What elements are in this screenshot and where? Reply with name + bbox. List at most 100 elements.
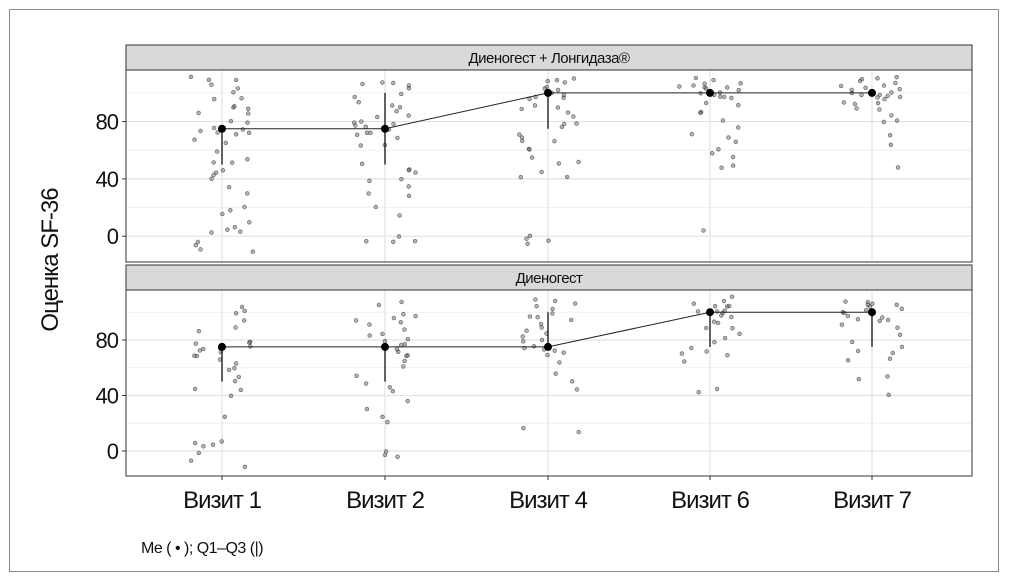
data-point [525, 241, 530, 247]
data-point [729, 95, 734, 101]
median-point [544, 88, 552, 97]
x-tick-label: Визит 6 [671, 487, 749, 514]
data-point [841, 100, 846, 105]
y-tick-label: 80 [96, 328, 119, 353]
data-point [533, 297, 538, 302]
data-point [382, 339, 388, 344]
data-point [196, 329, 202, 334]
data-point [544, 84, 550, 90]
data-point [689, 345, 694, 351]
data-point [717, 94, 723, 99]
data-point [527, 147, 532, 152]
data-point [712, 340, 717, 345]
data-point [562, 80, 567, 85]
data-point [729, 314, 734, 320]
data-point [709, 151, 715, 156]
data-point [527, 233, 533, 239]
data-point [211, 160, 216, 165]
data-point [535, 315, 540, 320]
data-point [720, 310, 725, 316]
data-point [714, 386, 720, 392]
data-point [234, 132, 239, 137]
data-point [529, 155, 535, 160]
data-point [881, 83, 887, 88]
data-point [561, 95, 566, 101]
data-point [556, 161, 561, 166]
data-point [395, 135, 400, 141]
data-point [353, 318, 359, 323]
data-point [240, 127, 246, 132]
data-point [231, 90, 236, 95]
data-point [899, 344, 905, 350]
data-point [222, 414, 228, 419]
data-point [520, 138, 525, 144]
data-point [402, 327, 407, 332]
y-axis-label: Оценка SF-36 [37, 188, 64, 332]
y-tick-label: 0 [107, 439, 119, 464]
data-point [399, 91, 404, 97]
data-point [188, 458, 194, 463]
data-point [193, 243, 199, 248]
median-point [381, 342, 389, 351]
data-point [359, 119, 364, 124]
data-point [561, 121, 567, 127]
data-point [194, 353, 200, 359]
data-point [195, 239, 201, 245]
data-point [545, 78, 550, 84]
data-point [852, 101, 858, 107]
data-point [855, 317, 861, 322]
data-point [406, 184, 411, 189]
data-point [192, 440, 198, 446]
data-point [193, 341, 199, 346]
data-point [875, 76, 880, 81]
data-point [391, 80, 396, 86]
x-tick-label: Визит 7 [833, 487, 911, 514]
data-point [564, 174, 570, 180]
data-point [880, 315, 885, 320]
data-point [211, 172, 216, 178]
data-point [726, 135, 731, 140]
data-point [395, 454, 400, 459]
data-point [550, 306, 555, 312]
data-point [724, 85, 730, 90]
data-point [188, 74, 194, 80]
data-point [711, 319, 717, 324]
data-point [875, 95, 880, 100]
data-point [245, 157, 250, 162]
data-point [198, 128, 203, 134]
data-point [532, 103, 538, 108]
data-point [390, 103, 395, 108]
data-point [211, 125, 217, 131]
data-point [527, 314, 533, 319]
data-point [413, 170, 418, 175]
data-point [561, 350, 566, 355]
data-point [574, 387, 580, 392]
data-point [895, 325, 900, 330]
data-point [725, 353, 730, 358]
data-point [363, 124, 368, 129]
data-point [843, 299, 848, 304]
data-point [247, 220, 252, 225]
data-point [885, 374, 890, 379]
data-point [246, 130, 252, 136]
data-point [737, 331, 742, 336]
data-point [214, 149, 220, 154]
median-point [868, 308, 876, 317]
data-point [552, 348, 557, 353]
data-point [376, 302, 382, 308]
data-point [735, 125, 741, 130]
y-tick-label: 0 [107, 224, 119, 249]
data-point [520, 334, 525, 339]
data-point [396, 234, 402, 239]
data-point [230, 160, 235, 165]
data-point [693, 75, 699, 81]
data-point [250, 249, 256, 254]
data-point [385, 420, 390, 425]
data-point [703, 100, 709, 106]
data-point [517, 132, 522, 137]
data-point [406, 193, 412, 199]
data-point [889, 90, 894, 95]
data-point [367, 178, 372, 184]
data-point [856, 377, 861, 382]
data-point [721, 94, 727, 100]
